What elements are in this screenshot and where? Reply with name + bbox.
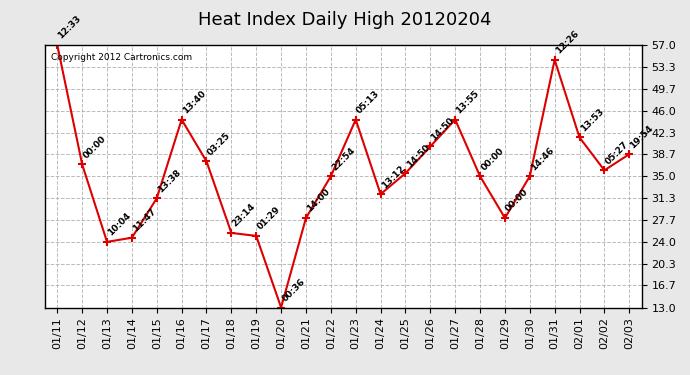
Text: 19:54: 19:54 [629,123,656,150]
Text: 14:46: 14:46 [529,145,555,172]
Text: 03:25: 03:25 [206,130,233,157]
Text: 22:54: 22:54 [330,146,357,172]
Text: 23:14: 23:14 [230,202,257,229]
Text: 00:36: 00:36 [280,277,307,303]
Text: 05:27: 05:27 [604,140,630,166]
Text: 14:50: 14:50 [429,116,456,142]
Text: 12:33: 12:33 [57,14,83,41]
Text: 13:55: 13:55 [455,89,481,116]
Text: 13:38: 13:38 [156,168,183,194]
Text: 01:29: 01:29 [255,205,282,232]
Text: 11:47: 11:47 [131,207,158,234]
Text: 13:12: 13:12 [380,164,406,190]
Text: 14:50: 14:50 [404,142,431,169]
Text: 13:53: 13:53 [579,107,605,133]
Text: 12:26: 12:26 [554,29,580,56]
Text: 10:04: 10:04 [106,211,132,238]
Text: 13:40: 13:40 [181,89,208,116]
Text: 14:00: 14:00 [305,188,332,214]
Text: Copyright 2012 Cartronics.com: Copyright 2012 Cartronics.com [51,53,192,62]
Text: 00:00: 00:00 [480,146,506,172]
Text: 00:00: 00:00 [504,188,531,214]
Text: 05:13: 05:13 [355,89,382,116]
Text: Heat Index Daily High 20120204: Heat Index Daily High 20120204 [198,11,492,29]
Text: 00:00: 00:00 [81,134,108,160]
